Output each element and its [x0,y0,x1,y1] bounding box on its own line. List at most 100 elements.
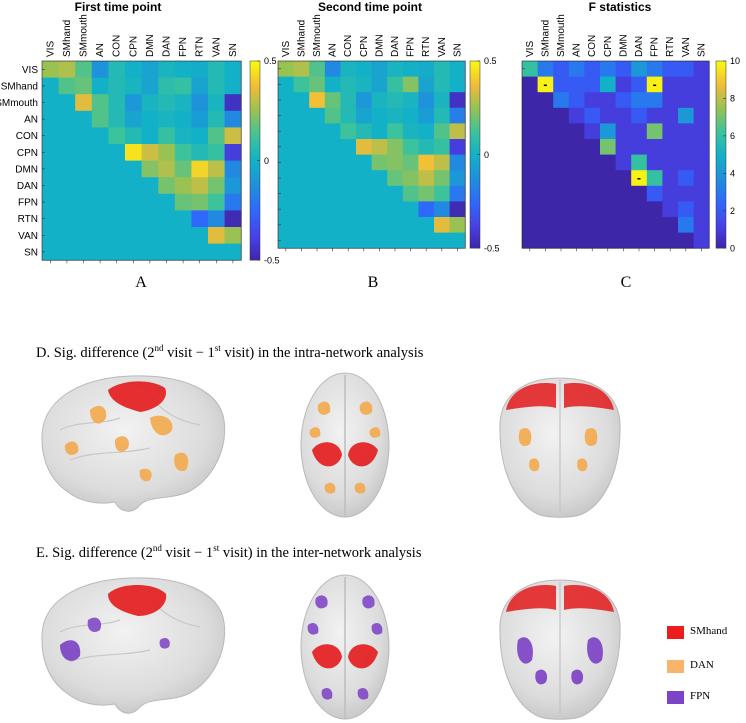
column-label: FPN [406,37,417,57]
column-label: AN [572,43,583,57]
brain-rear-view [499,579,621,720]
colorbar: 10 8 6 4 2 0 [715,56,740,253]
row-label: VIS [22,65,38,76]
column-label: SMhand [296,20,307,57]
heatmap-cell [568,201,585,218]
heatmap-cell [387,232,404,249]
caption-middle: visit − 1 [163,344,215,361]
heatmap-cell [402,185,419,202]
heatmap-cell [662,201,679,218]
heatmap-cell [141,77,159,95]
heatmap-cell [387,201,404,218]
heatmap-cell [42,127,59,145]
heatmap-cell [522,170,538,187]
heatmap-cell [75,94,93,112]
heatmap-cell [600,170,616,187]
colorbar-tick-label: 0 [730,243,735,253]
dan-region [114,436,129,452]
column-label: CPN [128,36,139,57]
heatmap-cell [58,210,76,228]
heatmap-cell [402,92,419,109]
column-label: DAN [634,36,645,57]
heatmap-cell [309,232,326,249]
heatmap-cell [584,61,601,77]
legend-item-fpn: FPN [667,689,746,709]
smhand-region [564,585,614,612]
heatmap-cell [356,107,372,124]
column-label: DMN [618,34,629,57]
heatmap-cell [449,76,466,93]
heatmap-cell [693,61,710,77]
fpn-region [362,595,375,609]
heatmap-cell [191,77,209,95]
heatmap-cell [125,243,142,261]
heatmap-cell [553,185,570,202]
dan-region [518,427,532,447]
heatmap-cell [568,217,585,233]
heatmap-cell [678,76,694,93]
heatmap-cell [158,177,176,195]
smhand-region [108,585,167,616]
column-label: CPN [359,36,370,57]
heatmap-cell [693,170,710,187]
heatmap-cell [584,232,601,249]
heatmap-cell [371,154,388,171]
heatmap-cell [646,123,663,140]
heatmap-cell [324,201,341,218]
heatmap-cell [678,139,694,155]
heatmap-cell [58,110,76,128]
heatmap-cell [418,170,435,187]
heatmap-cell [418,217,435,233]
colorbar: 0.5 0 -0.5 [469,56,500,253]
heatmap-cell [371,232,388,249]
heatmap-cell [553,201,570,218]
heatmap-cell [224,177,242,195]
heatmap-cell [568,92,585,109]
heatmap-cell [42,61,59,78]
heatmap-cell [141,243,159,261]
heatmap-cell [91,243,109,261]
heatmap-cell [631,170,648,187]
heatmap-cell [646,185,663,202]
row-labels [278,68,281,241]
heatmap-cell [208,177,225,195]
heatmap-cell [340,154,357,171]
heatmap-cell [91,177,109,195]
heatmap-cell [662,61,679,77]
row-label: CON [16,131,38,142]
heatmap-cell [174,193,192,211]
heatmap-cell [387,139,404,155]
column-label: SMmouth [312,14,323,57]
heatmap-cell [340,185,357,202]
dan-region [529,458,540,472]
heatmap-cell [224,144,242,161]
column-label: RTN [665,37,676,57]
heatmap-cell [418,201,435,218]
heatmap-cell [293,76,310,93]
legend-label: FPN [690,690,711,702]
heatmap-cell [371,139,388,155]
heatmap-cell [434,76,450,93]
heatmap-cell [553,217,570,233]
heatmap-cell [58,177,76,195]
heatmap-panel-first-time-point: First time point VIS SMhand SMmouth AN CON CP… [0,0,280,291]
dan-region [64,441,79,456]
heatmap-cell [631,123,648,140]
heatmap-cell [537,76,554,93]
heatmap-cell [584,139,601,155]
heatmap-cell [693,92,710,109]
heatmap-cell [356,170,372,187]
significance-marker: - [543,77,547,91]
heatmap-cell [158,77,176,95]
smhand-region [564,383,614,410]
heatmap-cell [646,154,663,171]
heatmap-cell [125,210,142,228]
colorbar-tick-label: 8 [730,94,735,104]
heatmap-cell [356,123,372,140]
heatmap-cell [418,154,435,171]
panel-label: B [368,274,379,291]
heatmap-cell [293,61,310,77]
heatmap-cell [108,77,126,95]
heatmap-cell [42,210,59,228]
heatmap-cell [324,185,341,202]
